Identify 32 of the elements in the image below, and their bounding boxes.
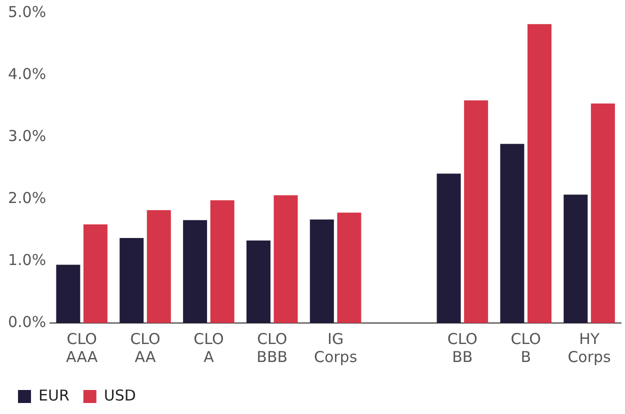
y-tick-label: 1.0% [8, 250, 46, 269]
x-tick-label: CLO AA [130, 330, 160, 366]
bar [120, 238, 144, 323]
bar [183, 220, 208, 323]
bar [56, 264, 80, 323]
y-tick-label: 2.0% [8, 188, 46, 207]
y-tick-label: 0.0% [8, 312, 46, 331]
bar [146, 210, 171, 323]
y-tick-label: 5.0% [8, 2, 46, 21]
bar [527, 24, 552, 323]
x-tick-label: CLO B [510, 330, 541, 366]
x-tick-label: CLO AAA [66, 330, 98, 366]
x-tick-label: CLO BBB [256, 330, 288, 366]
legend-label: USD [104, 386, 136, 404]
x-tick-label: CLO BB [447, 330, 478, 366]
y-tick-label: 4.0% [8, 64, 46, 83]
x-tick-label: IG Corps [314, 330, 358, 366]
x-tick-label: HY Corps [568, 330, 612, 366]
bar [564, 194, 588, 323]
bar [246, 240, 270, 323]
legend-label: EUR [38, 386, 70, 404]
bar [274, 195, 298, 323]
bar [337, 212, 362, 323]
bar [210, 200, 234, 323]
bar [590, 104, 615, 323]
y-tick-label: 3.0% [8, 126, 46, 145]
bar [436, 174, 461, 323]
bar [464, 100, 488, 323]
x-tick-label: CLO A [194, 330, 224, 366]
bar [500, 144, 524, 323]
bar [310, 219, 334, 323]
bar [83, 224, 108, 323]
